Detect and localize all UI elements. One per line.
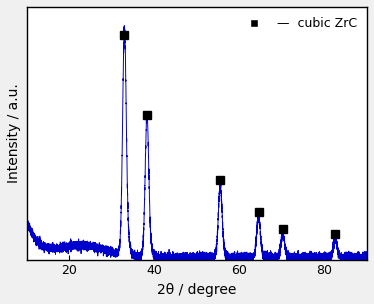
Legend:   —  cubic ZrC: — cubic ZrC (238, 13, 361, 34)
X-axis label: 2θ / degree: 2θ / degree (157, 283, 236, 297)
Y-axis label: Intensity / a.u.: Intensity / a.u. (7, 83, 21, 183)
